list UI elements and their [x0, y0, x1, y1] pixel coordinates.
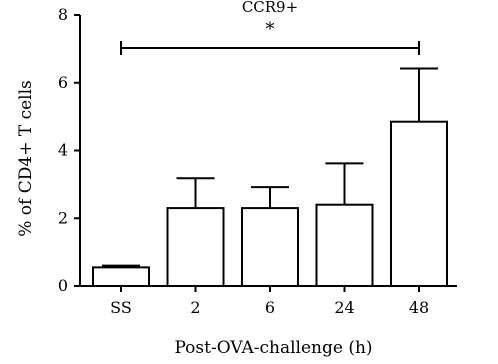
- y-tick-label: 0: [58, 276, 68, 295]
- x-tick-label: 48: [409, 298, 429, 317]
- bar: [315, 203, 374, 287]
- y-tick-label: 6: [58, 73, 68, 92]
- bar: [241, 207, 299, 287]
- bar: [92, 266, 150, 287]
- y-tick-label: 4: [58, 141, 68, 160]
- x-tick-label: SS: [110, 298, 132, 317]
- significance-label: *: [266, 19, 275, 40]
- x-axis-title: Post-OVA-challenge (h): [174, 338, 372, 358]
- bar: [390, 120, 448, 287]
- x-tick-label: 24: [334, 298, 354, 317]
- x-tick-label: 6: [265, 298, 275, 317]
- y-tick-label: 8: [58, 5, 68, 24]
- y-tick-label: 2: [58, 208, 68, 227]
- x-tick-label: 2: [190, 298, 200, 317]
- bar: [166, 207, 225, 287]
- y-axis-title: % of CD4+ T cells: [16, 80, 36, 237]
- chart-title: CCR9+: [242, 0, 298, 16]
